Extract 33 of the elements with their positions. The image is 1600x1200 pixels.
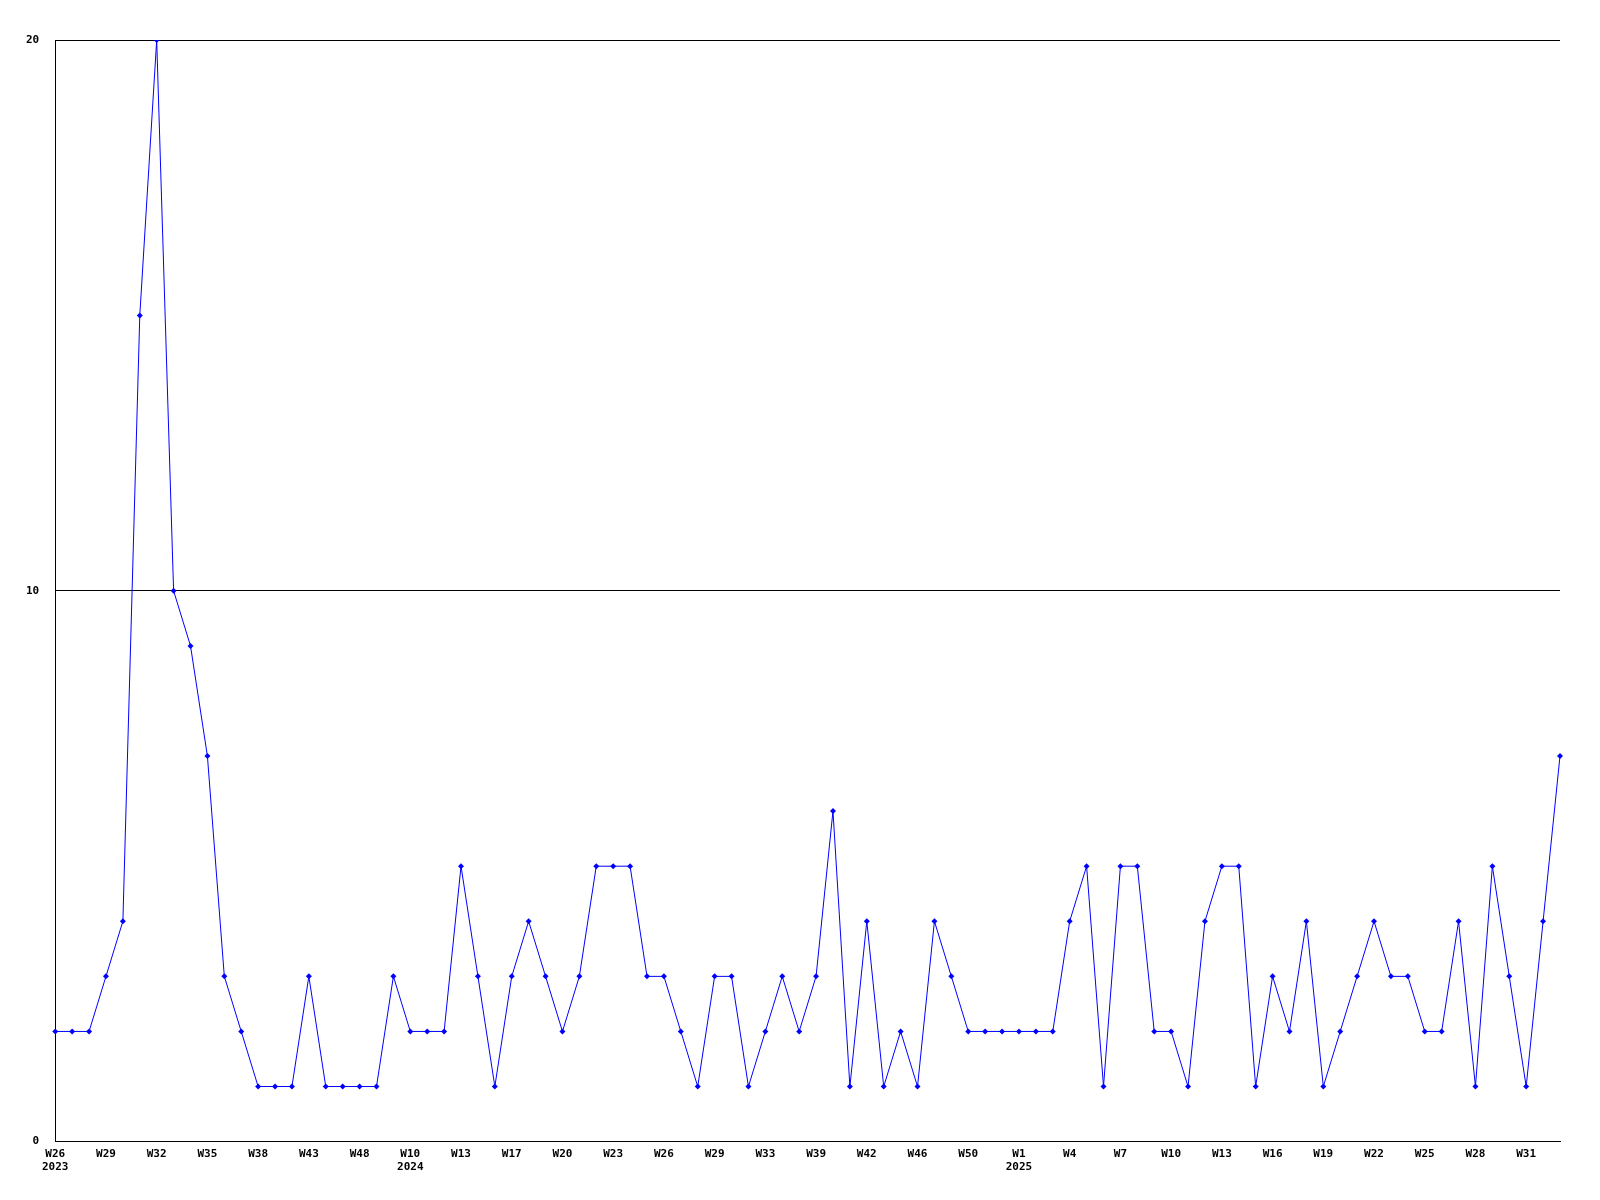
x-tick-label: W29 — [96, 1147, 116, 1161]
y-tick-label: 0 — [32, 1134, 40, 1148]
x-tick-label: W28 — [1465, 1147, 1486, 1161]
x-tick-label: W39 — [806, 1147, 827, 1161]
x-tick-label: W19 — [1313, 1147, 1334, 1161]
y-tick-label: 20 — [26, 32, 40, 46]
x-tick-label: W32 — [146, 1147, 167, 1161]
x-tick-label: W42 — [856, 1147, 877, 1161]
x-tick-label: W31 — [1516, 1147, 1537, 1161]
x-tick-label: W23 — [603, 1147, 624, 1161]
x-tick-label: W43 — [298, 1147, 319, 1161]
x-tick-label: W46 — [907, 1147, 928, 1161]
x-tick-label: W26 2023 — [42, 1147, 69, 1174]
x-tick-label: W22 — [1364, 1147, 1384, 1161]
x-tick-label: W10 2024 — [397, 1147, 424, 1174]
x-tick-label: W29 — [704, 1147, 725, 1161]
x-tick-label: W38 — [248, 1147, 269, 1161]
x-tick-label: W26 — [653, 1147, 675, 1161]
x-tick-label: W25 — [1414, 1147, 1435, 1161]
x-tick-label: W1 2025 — [1005, 1147, 1033, 1174]
x-tick-label: W20 — [552, 1147, 573, 1161]
x-tick-label: W33 — [755, 1147, 776, 1161]
x-tick-label: W17 — [501, 1147, 522, 1161]
x-tick-label: W50 — [958, 1147, 979, 1161]
x-tick-label: W13 — [451, 1147, 471, 1161]
x-tick-label: W35 — [197, 1147, 218, 1161]
x-tick-label: W4 — [1063, 1147, 1077, 1161]
x-tick-label: W13 — [1211, 1147, 1232, 1161]
x-tick-label: W48 — [349, 1147, 370, 1161]
y-tick-label: 10 — [26, 583, 40, 597]
x-tick-label: W10 — [1161, 1147, 1182, 1161]
x-tick-label: W7 — [1113, 1147, 1128, 1161]
x-tick-label: W16 — [1262, 1147, 1283, 1161]
